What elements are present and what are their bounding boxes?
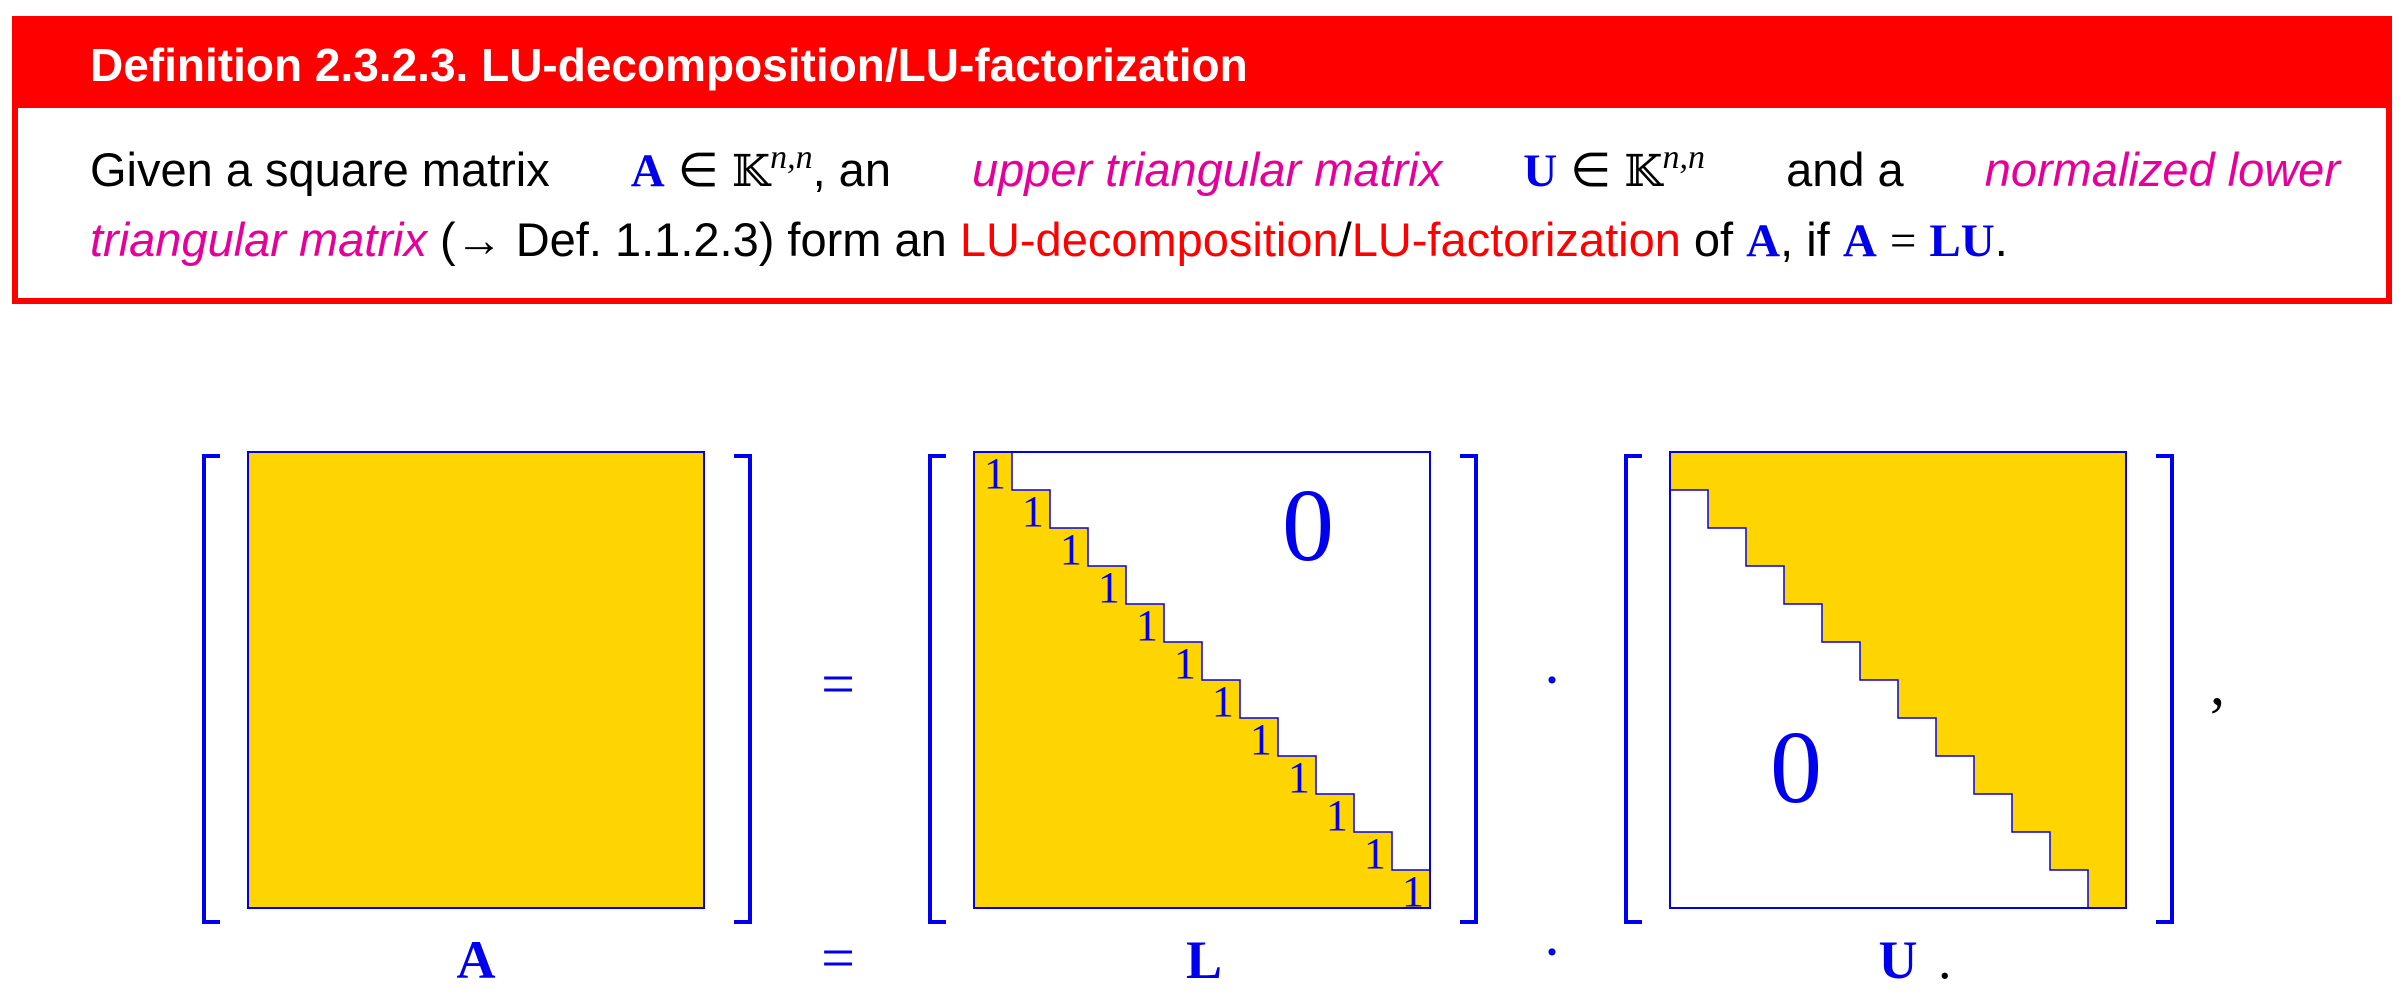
- math-nn-2: n,n: [1662, 139, 1706, 176]
- math-in: ∈: [677, 145, 719, 197]
- math-LU: LU: [1929, 215, 1995, 267]
- definition-title: Definition 2.3.2.3. LU-decomposition/LU-…: [18, 22, 2386, 108]
- word-comma-an: , an: [812, 143, 891, 196]
- math-in-2: ∈: [1570, 145, 1612, 197]
- bracket-L-left: [928, 454, 946, 924]
- matrix-U: 0: [1624, 451, 2174, 924]
- word-comma-if: , if: [1780, 213, 1830, 266]
- diagonal-one: 1: [1174, 639, 1196, 688]
- math-A: A: [630, 145, 665, 197]
- diagonal-one: 1: [1364, 829, 1386, 878]
- diagonal-one: 1: [1326, 791, 1348, 840]
- trailing-comma: ,: [2210, 651, 2225, 717]
- matrix-U-border: [1669, 451, 2127, 909]
- label-period: .: [1938, 930, 1952, 990]
- term-lu-factorization: LU-factorization: [1351, 213, 1681, 266]
- label-L: L: [1186, 930, 1222, 990]
- word-given: Given a square matrix: [90, 143, 550, 196]
- diagonal-one: 1: [1060, 525, 1082, 574]
- diagonal-one: 1: [1288, 753, 1310, 802]
- diagonal-one: 1: [1098, 563, 1120, 612]
- word-period: .: [1994, 213, 2008, 266]
- matrix-L-zero: 0: [1282, 468, 1334, 583]
- math-K: 𝕂: [731, 146, 771, 197]
- term-triangular-matrix: triangular matrix: [90, 213, 427, 266]
- diagonal-one: 1: [1212, 677, 1234, 726]
- word-and-a: and a: [1786, 143, 1904, 196]
- definition-body: Given a square matrix A ∈ 𝕂n,n, an upper…: [90, 136, 2340, 275]
- word-of: of: [1693, 213, 1734, 266]
- math-eq: =: [1889, 215, 1917, 267]
- equals-sign-top: =: [821, 651, 855, 717]
- diagonal-one: 1: [1136, 601, 1158, 650]
- diagonal-one: 1: [1402, 867, 1424, 916]
- definition-box: Definition 2.3.2.3. LU-decomposition/LU-…: [12, 16, 2392, 304]
- dot-bottom: ·: [1542, 919, 1562, 985]
- word-ref: (→ Def. 1.1.2.3) form an: [440, 213, 947, 266]
- bracket-A-right: [734, 454, 752, 924]
- label-U: U: [1879, 930, 1918, 990]
- word-slash: /: [1338, 213, 1352, 266]
- diagonal-one: 1: [984, 449, 1006, 498]
- matrix-A: [202, 451, 752, 924]
- bracket-L-right: [1460, 454, 1478, 924]
- math-K-2: 𝕂: [1624, 146, 1663, 197]
- math-A-in-K: A ∈ 𝕂n,n, an: [631, 136, 891, 206]
- math-U: U: [1523, 145, 1558, 197]
- matrix-L-lower-fill: [973, 451, 1431, 909]
- math-U-in-K: U ∈ 𝕂n,n: [1523, 136, 1705, 206]
- math-A-2: A: [1746, 215, 1781, 267]
- matrix-U-zero: 0: [1770, 710, 1822, 825]
- term-lu-decomposition: LU-decomposition: [959, 213, 1339, 266]
- diagonal-one: 1: [1022, 487, 1044, 536]
- diagonal-one: 1: [1250, 715, 1272, 764]
- math-nn: n,n: [770, 139, 813, 176]
- bracket-U-left: [1624, 454, 1642, 924]
- equals-sign-bottom: =: [821, 925, 855, 991]
- dot-top: ·: [1542, 647, 1562, 713]
- matrix-A-fill: [247, 451, 705, 909]
- label-A: A: [457, 930, 496, 990]
- matrix-L-border: [973, 451, 1431, 909]
- math-A-3: A: [1842, 215, 1877, 267]
- term-normalized-lower: normalized lower: [1984, 143, 2340, 196]
- matrix-U-upper-fill: [1669, 451, 2127, 909]
- definition-line-1: Given a square matrix A ∈ 𝕂n,n, an upper…: [90, 136, 2340, 206]
- bracket-U-right: [2156, 454, 2174, 924]
- bracket-A-left: [202, 454, 220, 924]
- term-upper-triangular: upper triangular matrix: [972, 143, 1443, 196]
- definition-line-2: triangular matrix (→ Def. 1.1.2.3) form …: [90, 206, 2340, 275]
